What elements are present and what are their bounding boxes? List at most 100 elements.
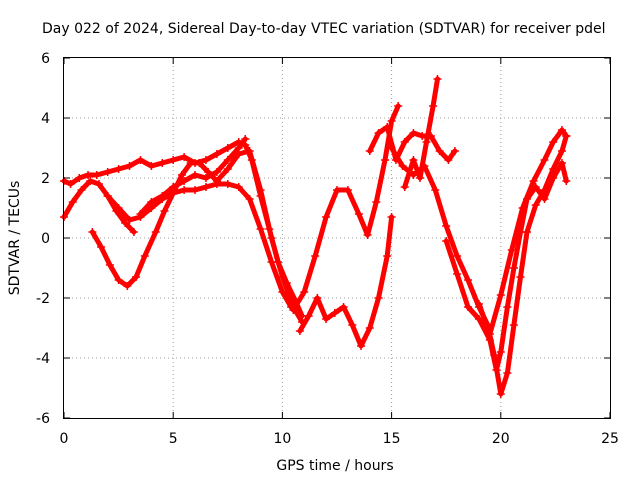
data-point	[180, 186, 189, 194]
x-tick-label: 10	[273, 431, 291, 447]
data-point	[278, 288, 287, 296]
data-point	[180, 177, 189, 185]
data-point	[409, 171, 418, 179]
data-point	[186, 159, 195, 167]
data-point	[212, 180, 221, 188]
data-point	[398, 162, 407, 170]
series-trace	[297, 214, 395, 349]
data-point	[464, 303, 473, 311]
data-point	[114, 165, 123, 173]
data-point	[387, 117, 396, 125]
data-point	[123, 282, 132, 290]
data-point	[357, 342, 366, 350]
data-point	[429, 102, 438, 110]
data-point	[516, 273, 525, 281]
data-point	[453, 270, 462, 278]
data-point	[383, 123, 392, 131]
x-tick-label: 5	[169, 431, 178, 447]
data-point	[114, 276, 123, 284]
data-point	[136, 210, 145, 218]
data-point	[492, 366, 501, 374]
data-point	[503, 303, 512, 311]
data-point	[151, 228, 160, 236]
data-point	[450, 147, 459, 155]
data-point	[158, 192, 167, 200]
data-point	[105, 261, 114, 269]
data-point	[267, 234, 276, 242]
series-arc-9	[400, 75, 442, 191]
data-point	[509, 264, 518, 272]
data-point	[201, 183, 210, 191]
data-point	[212, 150, 221, 158]
data-point	[435, 147, 444, 155]
data-point	[381, 156, 390, 164]
data-point	[278, 273, 287, 281]
data-point	[177, 171, 186, 179]
x-tick-label: 25	[601, 431, 619, 447]
data-point	[433, 75, 442, 83]
data-point	[374, 129, 383, 137]
data-point	[160, 207, 169, 215]
data-point	[557, 159, 566, 167]
series-trace	[443, 160, 569, 373]
series-arc-12	[474, 126, 571, 338]
y-tick-label: -4	[36, 351, 50, 367]
data-point	[374, 294, 383, 302]
data-point	[88, 228, 97, 236]
data-point	[383, 252, 392, 260]
x-axis-label: GPS time / hours	[276, 458, 393, 474]
data-point	[313, 294, 322, 302]
data-point	[191, 186, 200, 194]
data-point	[201, 156, 210, 164]
data-point	[75, 174, 84, 182]
y-tick-label: -6	[36, 411, 50, 427]
y-tick-label: 2	[41, 171, 50, 187]
series-arc-7	[295, 213, 396, 350]
series-arc-6	[289, 102, 403, 314]
data-point	[103, 192, 112, 200]
data-point	[415, 174, 424, 182]
data-point	[289, 306, 298, 314]
series-arc-4	[103, 180, 296, 311]
y-axis-label: SDTVAR / TECUs	[7, 181, 23, 296]
data-point	[300, 288, 309, 296]
data-point	[540, 195, 549, 203]
data-point	[234, 183, 243, 191]
data-point	[223, 156, 232, 164]
series-trace	[367, 124, 458, 163]
data-point	[245, 147, 254, 155]
x-tick-label: 0	[60, 431, 69, 447]
y-tick-label: 6	[41, 51, 50, 67]
data-point	[322, 315, 331, 323]
series-arc-3	[88, 147, 307, 326]
data-point	[562, 132, 571, 140]
data-point	[77, 186, 86, 194]
data-point	[84, 171, 93, 179]
data-point	[311, 252, 320, 260]
data-point	[343, 186, 352, 194]
data-point	[256, 225, 265, 233]
data-point	[121, 219, 130, 227]
data-point	[245, 195, 254, 203]
series-arc-10	[387, 132, 571, 398]
data-point	[540, 156, 549, 164]
data-point	[94, 180, 103, 188]
data-point	[147, 198, 156, 206]
data-point	[180, 153, 189, 161]
chart-title: Day 022 of 2024, Sidereal Day-to-day VTE…	[42, 21, 606, 37]
data-point	[442, 237, 451, 245]
data-point	[86, 177, 95, 185]
data-point	[464, 276, 473, 284]
data-point	[400, 183, 409, 191]
data-point	[503, 369, 512, 377]
data-point	[223, 165, 232, 173]
data-point	[223, 180, 232, 188]
y-tick-labels: -6 -4 -2 0 2 4 6	[36, 51, 50, 427]
data-point	[365, 324, 374, 332]
data-point	[103, 168, 112, 176]
data-point	[387, 213, 396, 221]
data-point	[201, 174, 210, 182]
data-point	[365, 147, 374, 155]
data-point	[529, 177, 538, 185]
